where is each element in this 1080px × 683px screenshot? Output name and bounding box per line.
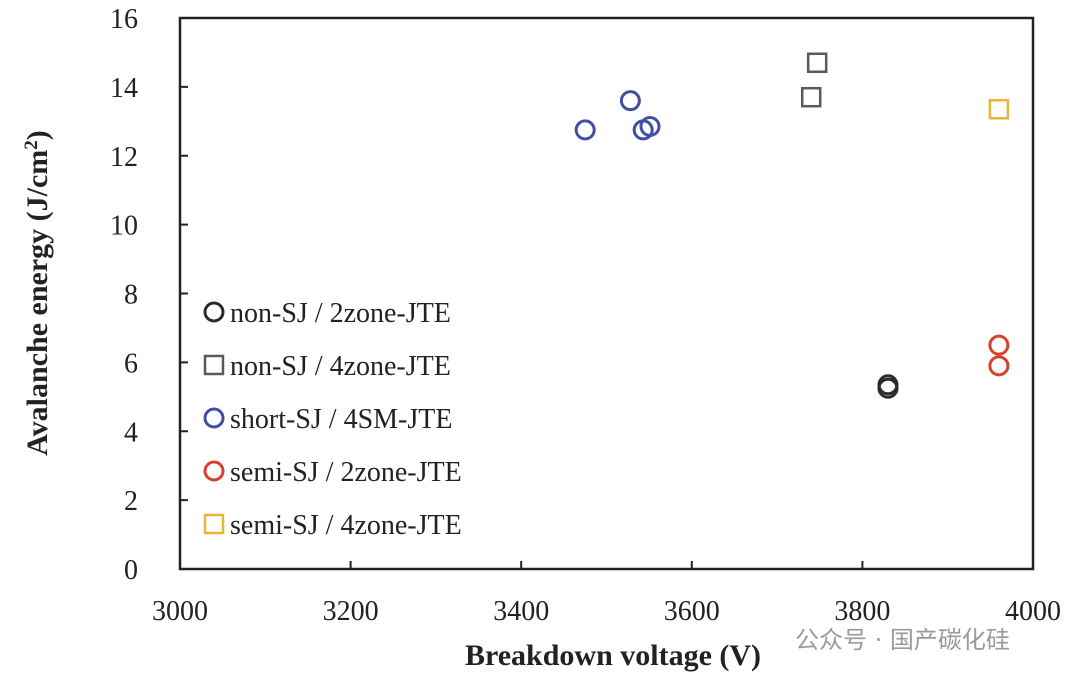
legend-label: semi-SJ / 2zone-JTE: [230, 457, 462, 488]
y-tick-label: 10: [110, 211, 138, 242]
legend-circle-marker: [203, 301, 225, 323]
x-tick-label: 3000: [152, 596, 208, 627]
watermark-text: 公众号 · 国产碳化硅: [795, 626, 1010, 654]
legend-label: non-SJ / 2zone-JTE: [230, 298, 451, 329]
x-axis-title: Breakdown voltage (V): [465, 639, 761, 672]
series-5: [988, 99, 1010, 120]
y-axis-title-close: ): [21, 130, 54, 140]
x-tick-label: 4000: [1005, 596, 1061, 627]
legend-square-marker: [203, 513, 225, 535]
data-point-circle: [988, 334, 1010, 356]
data-point-circle: [574, 119, 596, 141]
legend: non-SJ / 2zone-JTE non-SJ / 4zone-JTE shor…: [203, 298, 462, 541]
legend-square-marker: [203, 354, 225, 376]
y-tick-label: 12: [110, 142, 138, 173]
y-axis-title: Avalanche energy (J/cm2): [21, 130, 55, 456]
series-3: [574, 90, 661, 141]
x-tick-label: 3600: [664, 596, 720, 627]
series-4: [988, 334, 1010, 377]
data-point-circle: [619, 90, 641, 112]
data-point-square: [800, 86, 822, 108]
y-tick-label: 6: [124, 348, 138, 379]
data-point-circle: [639, 115, 661, 137]
y-tick-label: 0: [124, 555, 138, 586]
y-tick-label: 4: [124, 417, 138, 448]
data-point-circle: [988, 355, 1010, 377]
y-axis-title-superscript: 2: [21, 140, 42, 150]
y-tick-label: 14: [110, 73, 138, 104]
x-tick-label: 3400: [493, 596, 549, 627]
legend-circle-marker: [203, 460, 225, 482]
y-tick-label: 8: [124, 280, 138, 311]
data-point-circle: [877, 377, 899, 399]
series-2: [800, 52, 828, 108]
legend-label: non-SJ / 4zone-JTE: [230, 351, 451, 382]
data-point-square: [988, 99, 1010, 120]
data-point-square: [806, 52, 828, 74]
legend-circle-marker: [203, 407, 225, 429]
x-tick-label: 3800: [834, 596, 890, 627]
y-tick-label: 16: [110, 4, 138, 35]
y-axis-title-main: Avalanche energy (J/cm: [21, 150, 54, 456]
y-tick-label: 2: [124, 486, 138, 517]
legend-label: short-SJ / 4SM-JTE: [230, 404, 452, 435]
x-tick-label: 3200: [323, 596, 379, 627]
series-1: [877, 374, 899, 399]
legend-label: semi-SJ / 4zone-JTE: [230, 510, 462, 541]
